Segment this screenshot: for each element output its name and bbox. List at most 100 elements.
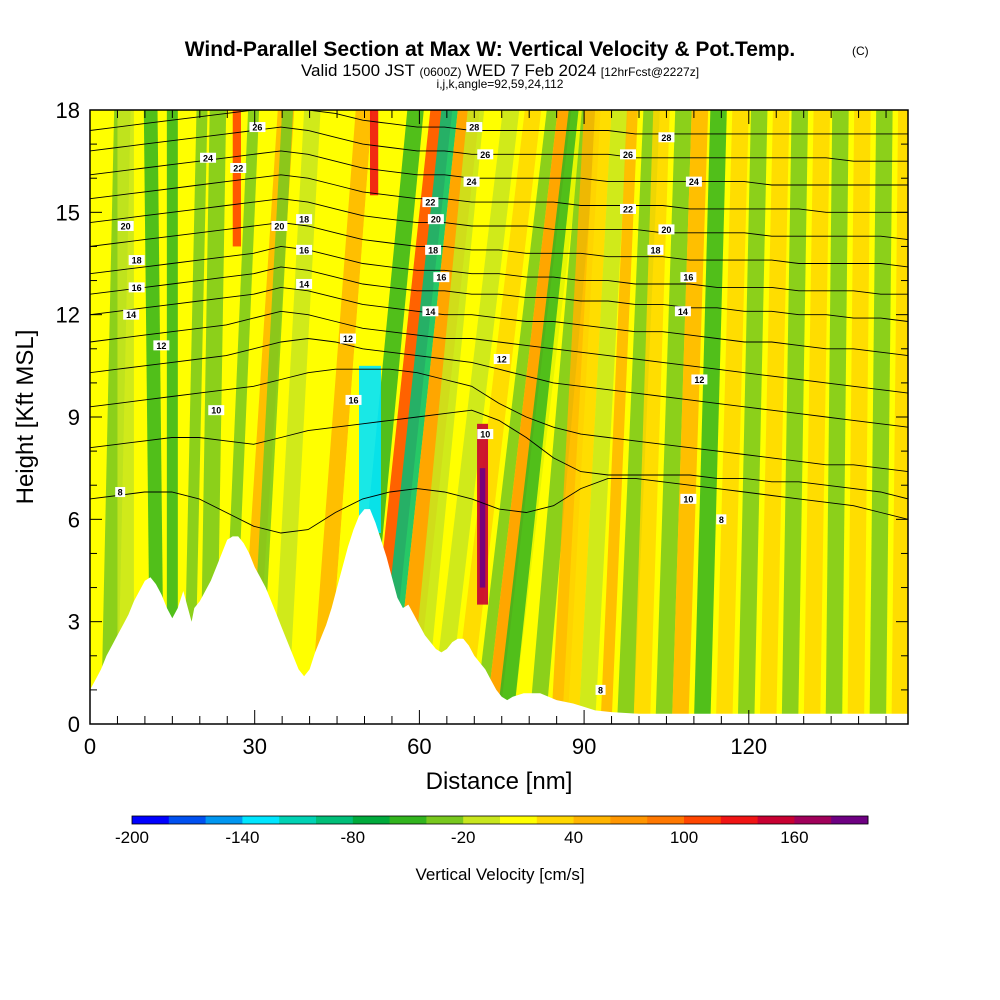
y-tick-label: 6 bbox=[68, 507, 80, 532]
velocity-band bbox=[452, 110, 542, 724]
contour-label-text: 8 bbox=[118, 488, 123, 498]
contour-label-bg bbox=[153, 340, 170, 351]
contour-label: 14 bbox=[422, 306, 439, 317]
contour-label-text: 12 bbox=[343, 334, 353, 344]
x-tick-label: 30 bbox=[242, 734, 266, 759]
y-axis-label: Height [Kft MSL] bbox=[12, 330, 39, 505]
y-tick-label: 15 bbox=[56, 200, 80, 225]
velocity-band bbox=[309, 110, 373, 724]
colorbar-tick-label: -80 bbox=[341, 828, 366, 847]
y-tick-label: 0 bbox=[68, 712, 80, 737]
contour-label-bg bbox=[647, 244, 664, 255]
contour-label-text: 20 bbox=[661, 225, 671, 235]
velocity-band bbox=[715, 110, 749, 724]
colorbar-segment bbox=[316, 816, 354, 824]
contour-label-text: 26 bbox=[623, 150, 633, 160]
contour-label: 20 bbox=[427, 214, 444, 225]
x-tick-label: 120 bbox=[730, 734, 767, 759]
contour-label-text: 10 bbox=[683, 494, 693, 504]
theta-contour bbox=[90, 150, 908, 186]
contour-label-bg bbox=[422, 197, 439, 208]
contour-label-text: 16 bbox=[132, 283, 142, 293]
contour-label-bg bbox=[128, 255, 145, 266]
subtitle-date: WED 7 Feb 2024 bbox=[466, 61, 596, 80]
contour-label-text: 26 bbox=[480, 150, 490, 160]
contour-label-bg bbox=[477, 149, 494, 160]
velocity-band bbox=[562, 110, 612, 724]
contour-label-text: 18 bbox=[428, 245, 438, 255]
contour-label-bg bbox=[620, 149, 637, 160]
colorbar-segment bbox=[168, 816, 207, 824]
contour-label-bg bbox=[230, 162, 247, 173]
contour-label: 18 bbox=[425, 244, 442, 255]
velocity-band bbox=[633, 110, 670, 724]
velocity-core bbox=[232, 110, 241, 247]
theta-contour bbox=[90, 126, 908, 162]
contour-label-bg bbox=[208, 405, 225, 416]
colorbar-frame bbox=[131, 815, 869, 825]
contour-label-text: 10 bbox=[211, 406, 221, 416]
contour-label-bg bbox=[296, 278, 313, 289]
contour-label: 26 bbox=[477, 149, 494, 160]
colorbar-segment bbox=[647, 816, 685, 824]
velocity-band bbox=[737, 110, 768, 724]
colorbar-segment bbox=[536, 816, 575, 824]
contour-label: 26 bbox=[620, 149, 637, 160]
contour-label: 22 bbox=[422, 197, 439, 208]
contour-label: 8 bbox=[716, 514, 727, 525]
y-axis: 0 3 6 9 12 15 18 bbox=[56, 98, 908, 737]
contour-label-bg bbox=[685, 176, 702, 187]
contour-label: 12 bbox=[340, 333, 357, 344]
contour-label-text: 18 bbox=[132, 256, 142, 266]
contour-label-text: 16 bbox=[683, 273, 693, 283]
contour-label-text: 28 bbox=[661, 133, 671, 143]
contour-label-text: 10 bbox=[480, 430, 490, 440]
contour-label: 18 bbox=[296, 214, 313, 225]
colorbar-segment bbox=[352, 816, 391, 824]
subtitle-utc: (0600Z) bbox=[419, 65, 461, 79]
x-tick-label: 60 bbox=[407, 734, 431, 759]
velocity-band bbox=[143, 110, 165, 724]
contour-label-text: 20 bbox=[431, 215, 441, 225]
contour-label: 12 bbox=[691, 374, 708, 385]
colorbar-segment bbox=[132, 816, 170, 824]
x-axis-label: Distance [nm] bbox=[426, 768, 573, 795]
contour-label: 10 bbox=[477, 429, 494, 440]
contour-label-bg bbox=[271, 220, 288, 231]
theta-contour bbox=[90, 174, 908, 213]
colorbar-segment bbox=[389, 816, 427, 824]
colorbar-tick-label: 100 bbox=[670, 828, 698, 847]
contour-label-text: 20 bbox=[121, 221, 131, 231]
contour-label-text: 8 bbox=[719, 515, 724, 525]
contour-label-bg bbox=[493, 354, 510, 365]
contour-label: 16 bbox=[345, 394, 362, 405]
contour-label-text: 28 bbox=[469, 123, 479, 133]
colorbar-segment bbox=[794, 816, 832, 824]
colorbar-segment bbox=[279, 816, 317, 824]
contour-label: 28 bbox=[658, 132, 675, 143]
contour-label: 28 bbox=[466, 122, 483, 133]
contour-label-bg bbox=[422, 306, 439, 317]
colorbar-segment bbox=[205, 816, 243, 824]
contour-label-text: 14 bbox=[126, 310, 136, 320]
theta-contour bbox=[90, 222, 908, 268]
colorbar-segment bbox=[757, 816, 795, 824]
contour-label-text: 22 bbox=[623, 204, 633, 214]
theta-contour bbox=[90, 338, 908, 428]
theta-contour bbox=[90, 409, 908, 500]
colorbar-tick-label: -20 bbox=[451, 828, 476, 847]
contour-label-bg bbox=[716, 514, 727, 525]
colorbar bbox=[131, 815, 869, 825]
subtitle-valid: Valid 1500 JST bbox=[301, 61, 415, 80]
contour-label-text: 22 bbox=[425, 198, 435, 208]
contour-label-text: 22 bbox=[233, 163, 243, 173]
colorbar-segment bbox=[720, 816, 759, 824]
y-tick-label: 18 bbox=[56, 98, 80, 123]
contour-label: 20 bbox=[271, 220, 288, 231]
theta-contour bbox=[90, 198, 908, 241]
subtitle-forecast: [12hrFcst@2227z] bbox=[601, 65, 699, 79]
contour-label-bg bbox=[427, 214, 444, 225]
contour-label-bg bbox=[115, 487, 126, 498]
contour-labels: 8101214161820242226201816141216222018161… bbox=[115, 122, 727, 695]
theta-contour bbox=[90, 310, 908, 394]
